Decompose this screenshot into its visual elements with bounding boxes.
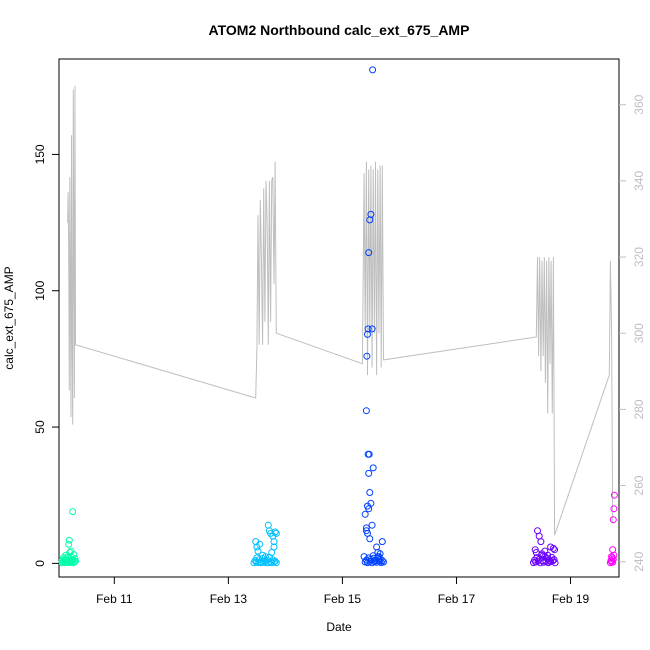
data-point — [549, 544, 557, 552]
data-point — [610, 505, 618, 513]
data-point — [366, 216, 374, 224]
data-point — [70, 558, 78, 566]
y2-tick-label: 260 — [632, 475, 646, 495]
data-point — [549, 557, 557, 565]
data-point — [363, 352, 371, 360]
chart-title: ATOM2 Northbound calc_ext_675_AMP — [209, 22, 470, 38]
y2-tick-label: 340 — [632, 171, 646, 191]
data-point — [368, 521, 376, 529]
data-point — [369, 464, 377, 472]
data-point — [369, 66, 377, 74]
data-point — [270, 543, 278, 551]
data-point — [72, 557, 79, 565]
x-tick-label: Feb 17 — [438, 592, 476, 606]
plot-frame — [58, 58, 620, 578]
y2-tick-label: 360 — [632, 94, 646, 114]
data-point — [551, 559, 559, 567]
data-point — [550, 556, 558, 564]
data-point — [366, 489, 374, 496]
secondary-line — [67, 85, 614, 536]
data-point — [376, 550, 384, 558]
x-axis: Feb 11 Feb 13 Feb 15 Feb 17 Feb 19 — [96, 577, 590, 606]
y2-tick-label: 320 — [632, 247, 646, 267]
data-point — [373, 543, 381, 551]
data-point — [67, 547, 75, 555]
data-point — [361, 510, 369, 518]
data-point — [264, 521, 272, 529]
data-point — [69, 559, 77, 567]
data-point — [380, 558, 387, 566]
data-point — [364, 325, 372, 333]
y2-tick-label: 300 — [632, 323, 646, 343]
data-point — [610, 491, 618, 499]
data-point — [254, 547, 262, 555]
data-point — [609, 546, 617, 554]
data-point — [362, 407, 370, 415]
y2-tick-label: 280 — [632, 399, 646, 419]
data-point — [548, 553, 556, 561]
data-point — [367, 499, 375, 507]
y-tick-label: 0 — [33, 560, 47, 567]
x-tick-label: Feb 11 — [96, 592, 133, 606]
data-point — [367, 210, 375, 218]
data-point — [66, 549, 74, 556]
points-layer — [58, 66, 618, 567]
data-point — [272, 529, 280, 537]
data-point — [368, 325, 376, 333]
secondary-line-layer — [67, 85, 614, 536]
data-point — [366, 535, 374, 543]
data-point — [376, 557, 383, 565]
data-point — [365, 249, 373, 257]
data-point — [539, 552, 547, 560]
data-point — [271, 528, 279, 536]
data-point — [551, 546, 559, 554]
data-point — [65, 540, 73, 548]
data-point — [378, 538, 386, 546]
y2-tick-label: 240 — [632, 551, 646, 571]
data-point — [365, 469, 373, 477]
data-point — [69, 508, 77, 516]
data-point — [270, 538, 278, 546]
data-point — [65, 536, 73, 544]
data-point — [261, 553, 269, 561]
y2-axis: 240 260 280 300 320 340 360 — [619, 94, 646, 572]
data-point — [272, 559, 280, 567]
data-point — [544, 551, 552, 559]
data-point — [378, 557, 386, 565]
data-point — [256, 540, 264, 548]
x-tick-label: Feb 15 — [324, 592, 362, 606]
y-tick-label: 150 — [33, 144, 47, 164]
y-axis-label: calc_ext_675_AMP — [2, 266, 16, 369]
data-point — [609, 516, 617, 524]
y-tick-label: 100 — [33, 280, 47, 300]
y-axis: 0 50 100 150 — [33, 144, 59, 567]
data-point — [365, 450, 373, 458]
data-point — [271, 557, 279, 565]
x-tick-label: Feb 13 — [210, 592, 248, 606]
x-axis-label: Date — [326, 620, 352, 634]
y-tick-label: 50 — [33, 420, 47, 434]
x-tick-label: Feb 19 — [552, 592, 590, 606]
data-point — [537, 538, 545, 546]
data-point — [71, 555, 79, 563]
data-point — [360, 553, 368, 561]
data-point — [608, 553, 616, 561]
